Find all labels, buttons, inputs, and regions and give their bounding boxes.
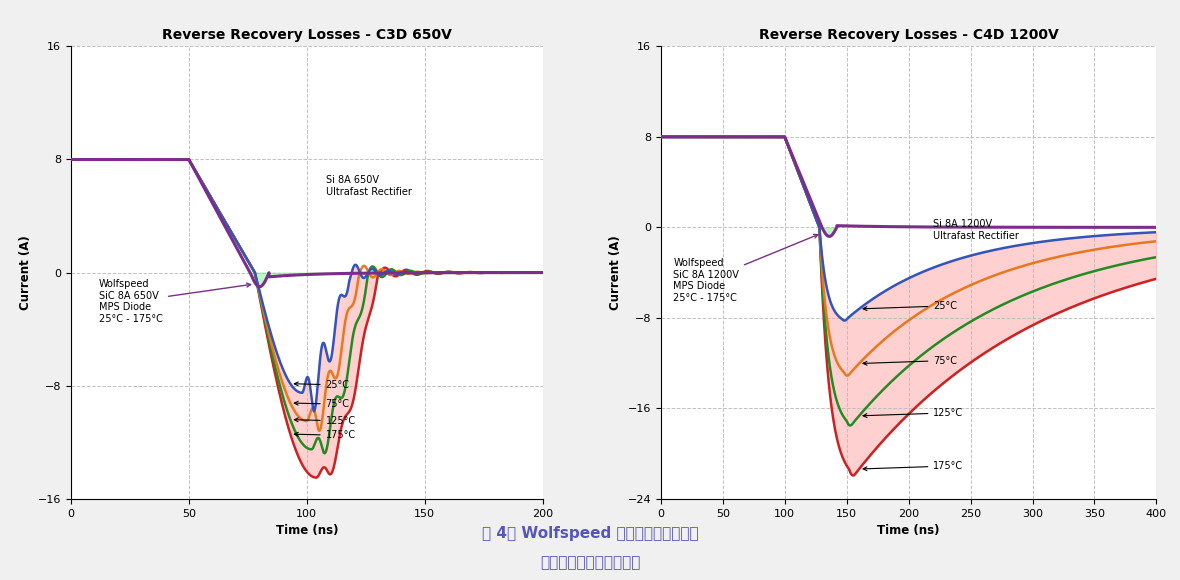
Title: Reverse Recovery Losses - C4D 1200V: Reverse Recovery Losses - C4D 1200V — [759, 28, 1058, 42]
Text: 25°C: 25°C — [863, 301, 957, 311]
Text: 125°C: 125°C — [294, 416, 356, 426]
Text: Si 8A 1200V
Ultrafast Rectifier: Si 8A 1200V Ultrafast Rectifier — [933, 219, 1020, 241]
Y-axis label: Current (A): Current (A) — [609, 235, 622, 310]
Text: 125°C: 125°C — [863, 408, 964, 418]
Y-axis label: Current (A): Current (A) — [19, 235, 32, 310]
Text: 图 4： Wolfspeed 碳化硯肖特基二极管: 图 4： Wolfspeed 碳化硯肖特基二极管 — [481, 526, 699, 541]
Text: 可大幅降低反向恢复损耗: 可大幅降低反向恢复损耗 — [539, 555, 641, 570]
X-axis label: Time (ns): Time (ns) — [276, 524, 337, 537]
Text: Wolfspeed
SiC 8A 1200V
MPS Diode
25°C - 175°C: Wolfspeed SiC 8A 1200V MPS Diode 25°C - … — [673, 234, 818, 303]
Text: 175°C: 175°C — [294, 430, 356, 440]
Text: Si 8A 650V
Ultrafast Rectifier: Si 8A 650V Ultrafast Rectifier — [326, 175, 412, 197]
Text: 25°C: 25°C — [294, 380, 349, 390]
Text: Wolfspeed
SiC 8A 650V
MPS Diode
25°C - 175°C: Wolfspeed SiC 8A 650V MPS Diode 25°C - 1… — [99, 280, 250, 324]
X-axis label: Time (ns): Time (ns) — [878, 524, 939, 537]
Title: Reverse Recovery Losses - C3D 650V: Reverse Recovery Losses - C3D 650V — [162, 28, 452, 42]
Text: 75°C: 75°C — [863, 356, 957, 365]
Text: 175°C: 175°C — [863, 461, 964, 471]
Text: 75°C: 75°C — [294, 399, 349, 409]
